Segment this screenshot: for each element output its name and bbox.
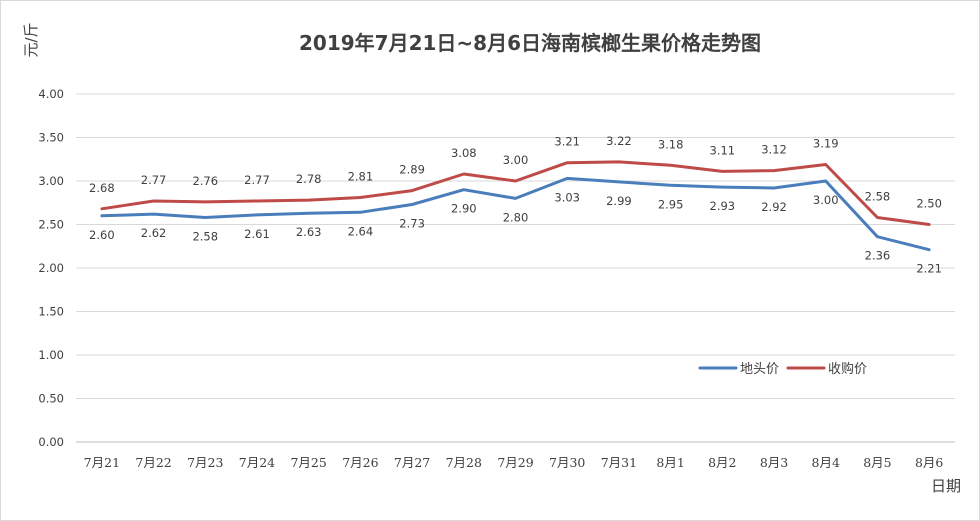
y-tick-label: 1.50 <box>38 305 64 319</box>
data-label: 2.77 <box>244 173 270 187</box>
data-label: 2.95 <box>658 197 684 211</box>
x-tick-label: 7月26 <box>342 455 378 470</box>
x-tick-label: 8月5 <box>863 455 891 470</box>
data-label: 3.08 <box>451 146 477 160</box>
data-label: 3.00 <box>813 193 839 207</box>
data-label: 2.77 <box>141 173 167 187</box>
data-label: 2.76 <box>192 174 218 188</box>
data-label: 2.58 <box>865 190 891 204</box>
y-tick-label: 1.00 <box>38 348 64 362</box>
legend: 地头价 收购价 <box>698 361 867 377</box>
x-tick-label: 7月23 <box>187 455 223 470</box>
data-labels: 2.60 2.62 2.58 2.61 2.63 2.64 2.73 2.90 2.80 3.03… <box>89 134 942 276</box>
x-tick-label: 7月24 <box>239 455 275 470</box>
legend-label: 地头价 <box>740 362 779 377</box>
data-label: 3.03 <box>554 190 580 204</box>
data-label: 2.64 <box>348 224 374 238</box>
x-tick-label: 8月4 <box>812 455 840 470</box>
x-tick-label: 8月6 <box>915 455 943 470</box>
data-label: 2.81 <box>348 170 374 184</box>
chart-title: 2019年7月21日~8月6日海南槟榔生果价格走势图 <box>299 31 761 55</box>
y-tick-label: 2.00 <box>38 261 64 275</box>
x-tick-label: 7月22 <box>135 455 171 470</box>
series-line-purchase-price <box>100 160 931 226</box>
data-label: 2.80 <box>503 210 529 224</box>
gridlines <box>76 93 955 443</box>
x-tick-label: 7月25 <box>290 455 326 470</box>
data-label: 3.19 <box>813 136 839 150</box>
x-tick-label: 7月31 <box>601 455 637 470</box>
x-tick-label: 7月28 <box>446 455 482 470</box>
data-label: 2.36 <box>865 249 891 263</box>
data-label: 2.89 <box>399 163 425 177</box>
y-tick-label: 4.00 <box>38 87 64 101</box>
y-tick-label: 3.50 <box>38 131 64 145</box>
data-label: 2.90 <box>451 202 477 216</box>
x-tick-label: 8月1 <box>656 455 684 470</box>
x-axis-title: 日期 <box>931 477 961 495</box>
series-line-field-price <box>100 176 931 252</box>
y-tick-label: 2.50 <box>38 218 64 232</box>
data-label: 2.60 <box>89 228 115 242</box>
data-label: 2.62 <box>141 226 167 240</box>
y-axis-title: 元/斤 <box>22 22 40 57</box>
x-axis-ticks: 7月21 7月22 7月23 7月24 7月25 7月26 7月27 7月28 7月29 7月30… <box>84 455 944 470</box>
data-label: 2.99 <box>606 194 632 208</box>
data-label: 2.93 <box>710 199 736 213</box>
x-tick-label: 7月30 <box>549 455 585 470</box>
y-tick-label: 3.00 <box>38 174 64 188</box>
series-lines <box>100 160 931 252</box>
data-label: 2.61 <box>244 227 270 241</box>
x-tick-label: 7月21 <box>84 455 120 470</box>
legend-label: 收购价 <box>828 361 867 377</box>
y-tick-label: 0.00 <box>38 435 64 449</box>
x-tick-label: 8月2 <box>708 455 736 470</box>
data-label: 2.68 <box>89 181 115 195</box>
data-label: 3.22 <box>606 134 632 148</box>
data-label: 2.58 <box>192 230 218 244</box>
data-label: 2.50 <box>916 197 942 211</box>
data-label: 3.12 <box>761 143 787 157</box>
data-label: 2.73 <box>399 216 425 230</box>
data-label: 3.00 <box>503 153 529 167</box>
data-label: 2.63 <box>296 225 322 239</box>
y-tick-label: 0.50 <box>38 392 64 406</box>
data-label: 3.11 <box>710 143 736 157</box>
data-label: 2.78 <box>296 172 322 186</box>
x-tick-label: 7月27 <box>394 455 430 470</box>
y-axis-ticks: 0.00 0.50 1.00 1.50 2.00 2.50 3.00 3.50 4.00 <box>38 87 64 449</box>
x-tick-label: 7月29 <box>497 455 533 470</box>
data-label: 3.18 <box>658 137 684 151</box>
data-label: 3.21 <box>554 135 580 149</box>
data-label: 2.21 <box>916 262 942 276</box>
data-label: 2.92 <box>761 200 787 214</box>
x-tick-label: 8月3 <box>760 455 788 470</box>
